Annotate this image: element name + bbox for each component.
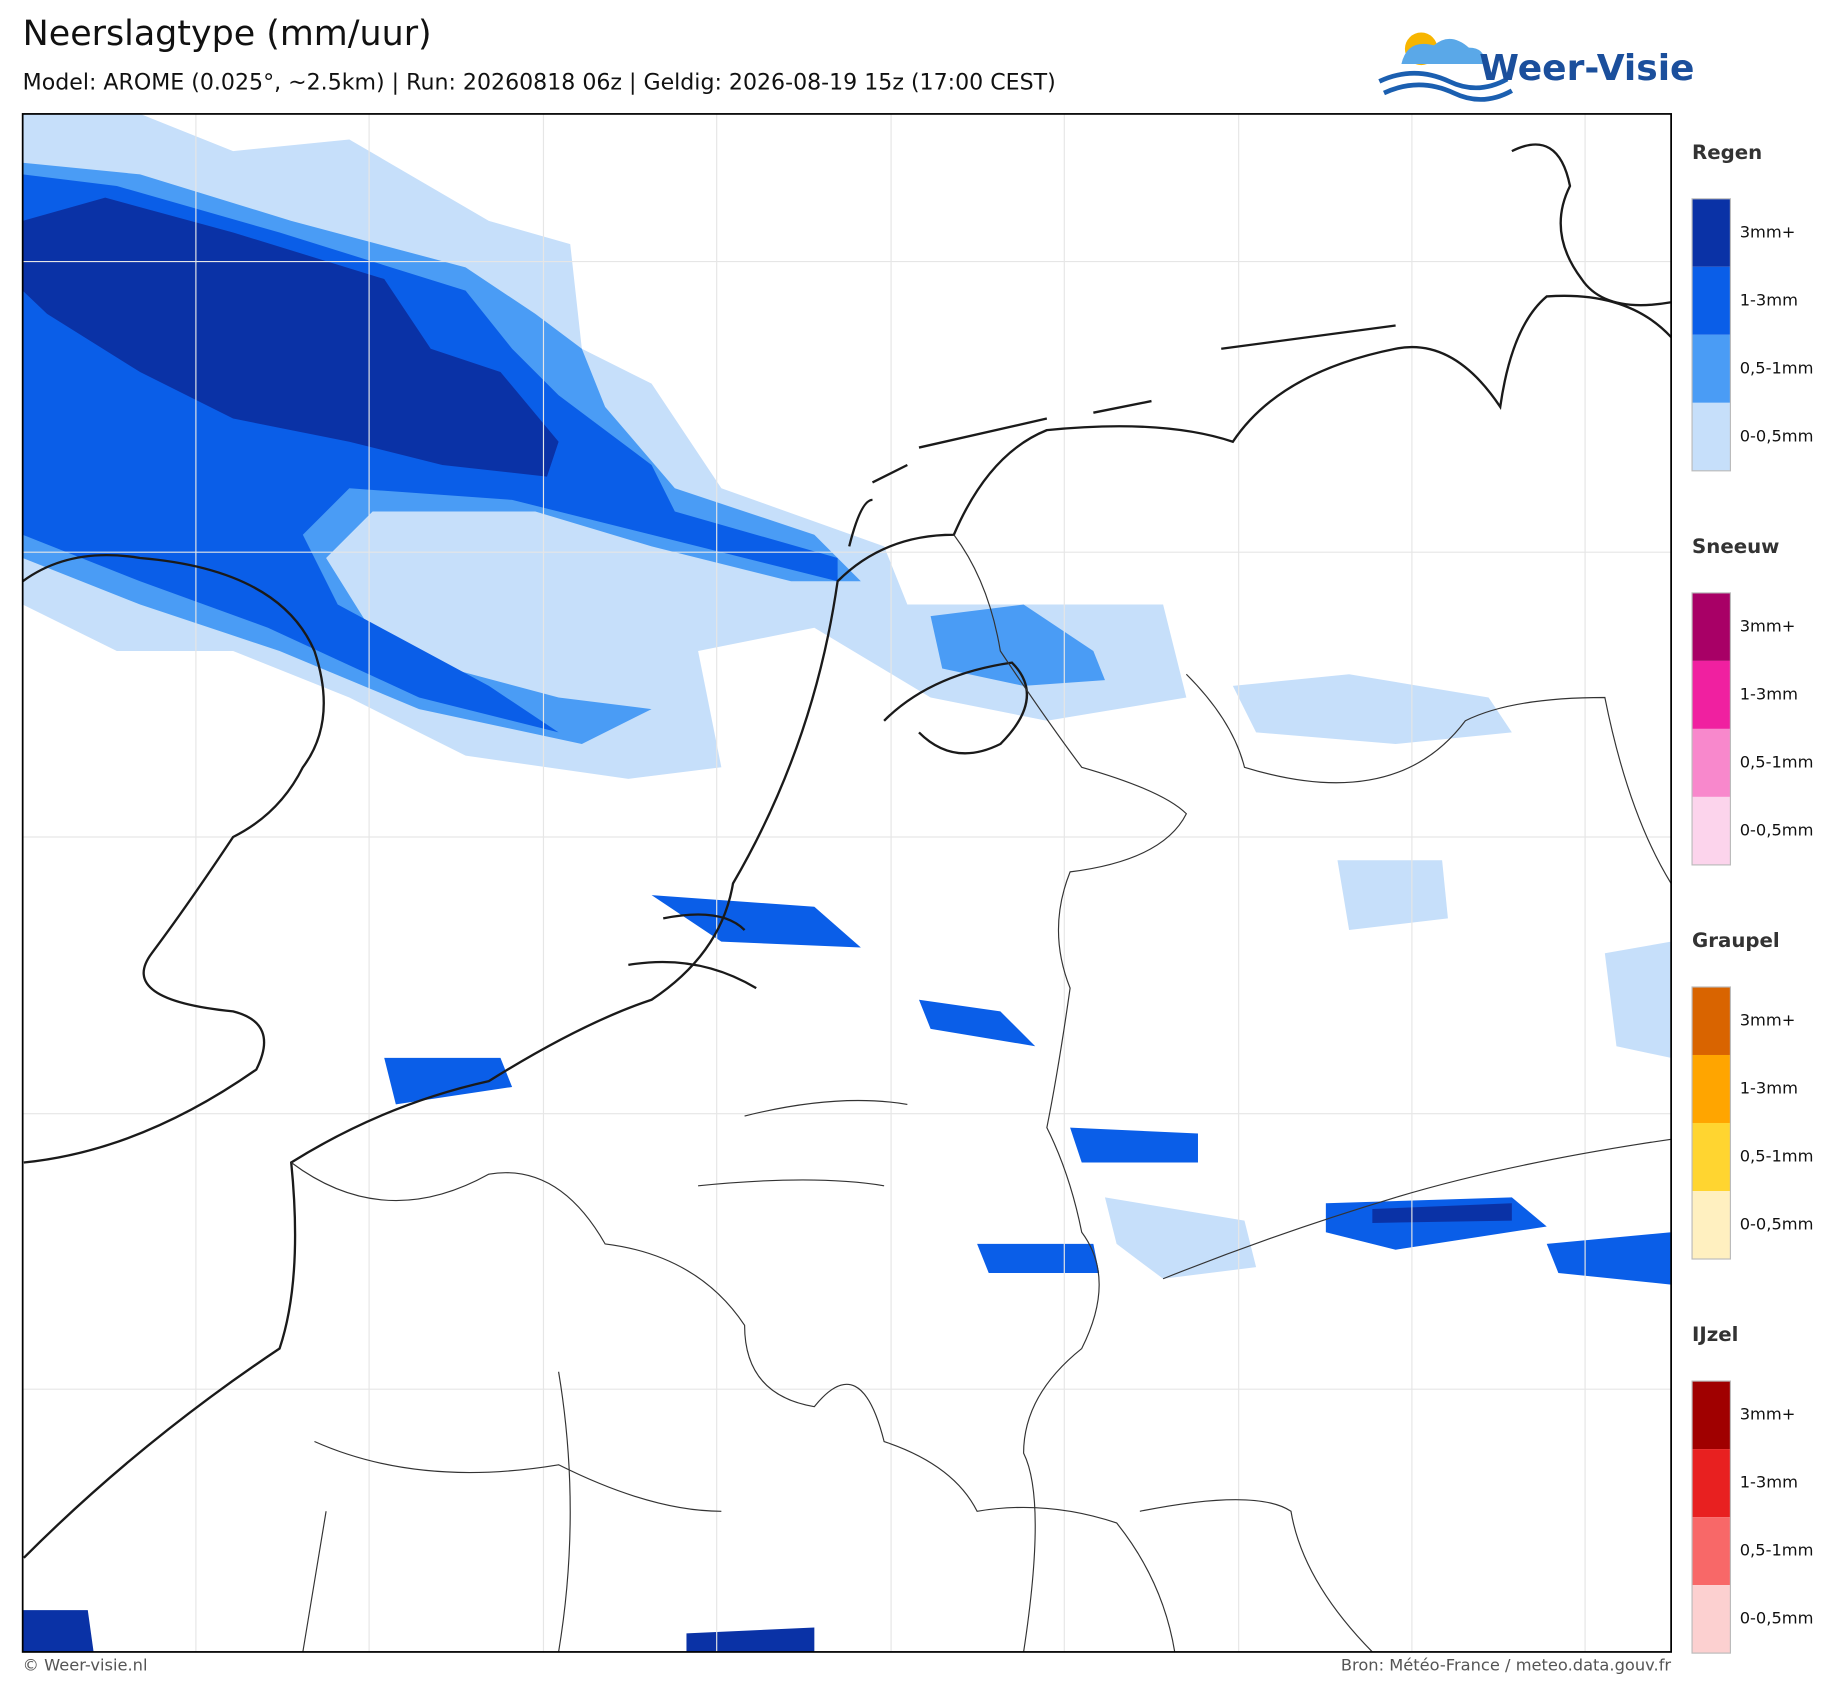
rain-very-heavy	[686, 1627, 815, 1652]
rain-heavy	[977, 1243, 1100, 1273]
graticule	[22, 113, 1672, 1652]
legend-title: Graupel	[1692, 929, 1780, 952]
legend-frame	[1691, 1380, 1731, 1654]
rain-heavy	[918, 999, 1036, 1047]
rain-heavy	[1546, 1232, 1672, 1285]
legend-label: 0-0,5mm	[1740, 1609, 1814, 1628]
legend-swatch	[1692, 198, 1731, 267]
legend-label: 0-0,5mm	[1740, 820, 1814, 839]
logo-text: Weer-Visie	[1479, 48, 1694, 89]
rain-heavy	[384, 1057, 513, 1105]
legend-swatch	[1692, 660, 1731, 729]
legend-swatch	[1692, 1449, 1731, 1518]
borders	[290, 534, 1672, 1652]
legend-label: 3mm+	[1740, 1010, 1796, 1029]
legend-label: 1-3mm	[1740, 1473, 1798, 1492]
legend-swatch	[1692, 1381, 1731, 1450]
legend-swatch	[1692, 728, 1731, 797]
subtitle: Model: AROME (0.025°, ~2.5km) | Run: 202…	[23, 71, 1056, 96]
legend-label: 1-3mm	[1740, 1078, 1798, 1097]
legend-label: 1-3mm	[1740, 684, 1798, 703]
legend-label: 1-3mm	[1740, 290, 1798, 309]
rain-light	[1337, 860, 1448, 931]
footer-left: © Weer-visie.nl	[23, 1655, 148, 1674]
legend-label: 0-0,5mm	[1740, 1215, 1814, 1234]
legend-swatch	[1692, 1122, 1731, 1191]
legend-swatch	[1692, 402, 1731, 471]
rain-very-heavy	[22, 197, 559, 477]
legend-label: 3mm+	[1740, 616, 1796, 635]
rain-very-heavy	[1372, 1203, 1512, 1223]
legend-title: Regen	[1692, 141, 1762, 164]
rain-light	[1104, 1197, 1257, 1279]
logo-cloud	[1401, 38, 1486, 64]
logo: Weer-Visie	[1378, 32, 1694, 102]
map	[21, 113, 1672, 1653]
legend-label: 0-0,5mm	[1740, 426, 1814, 445]
legend-swatch	[1692, 1517, 1731, 1586]
rain-very-heavy	[22, 1610, 94, 1652]
legend-swatch	[1692, 796, 1731, 865]
legend-frame	[1691, 198, 1731, 472]
legend-label: 0,5-1mm	[1740, 752, 1814, 771]
legend: Regen 3mm+ 1-3mm 0,5-1mm 0-0,5mm Sneeuw 3mm+ 1-…	[1691, 141, 1814, 1654]
legend-label: 3mm+	[1740, 1405, 1796, 1424]
legend-swatch	[1692, 592, 1731, 661]
legend-swatch	[1692, 986, 1731, 1055]
logo-waves	[1378, 71, 1513, 102]
footer-right: Bron: Météo-France / meteo.data.gouv.fr	[1341, 1655, 1672, 1674]
legend-swatch	[1692, 334, 1731, 403]
rain-light	[1232, 674, 1512, 745]
legend-swatch	[1692, 1585, 1731, 1654]
legend-label: 0,5-1mm	[1740, 1541, 1814, 1560]
rain-light	[1604, 941, 1672, 1058]
legend-title: IJzel	[1692, 1323, 1738, 1346]
legend-label: 3mm+	[1740, 222, 1796, 241]
coastlines	[22, 143, 1672, 1559]
legend-swatch	[1692, 1190, 1731, 1260]
legend-title: Sneeuw	[1692, 535, 1779, 558]
map-frame	[21, 113, 1672, 1653]
precipitation	[22, 113, 1672, 1652]
rain-heavy	[651, 895, 861, 948]
legend-label: 0,5-1mm	[1740, 1146, 1814, 1165]
title: Neerslagtype (mm/uur)	[23, 14, 432, 54]
legend-swatch	[1692, 266, 1731, 335]
rain-heavy	[1070, 1127, 1198, 1163]
rain-moderate	[930, 604, 1105, 686]
legend-frame	[1691, 986, 1731, 1260]
legend-label: 0,5-1mm	[1740, 358, 1814, 377]
legend-frame	[1691, 592, 1731, 866]
legend-swatch	[1692, 1054, 1731, 1123]
